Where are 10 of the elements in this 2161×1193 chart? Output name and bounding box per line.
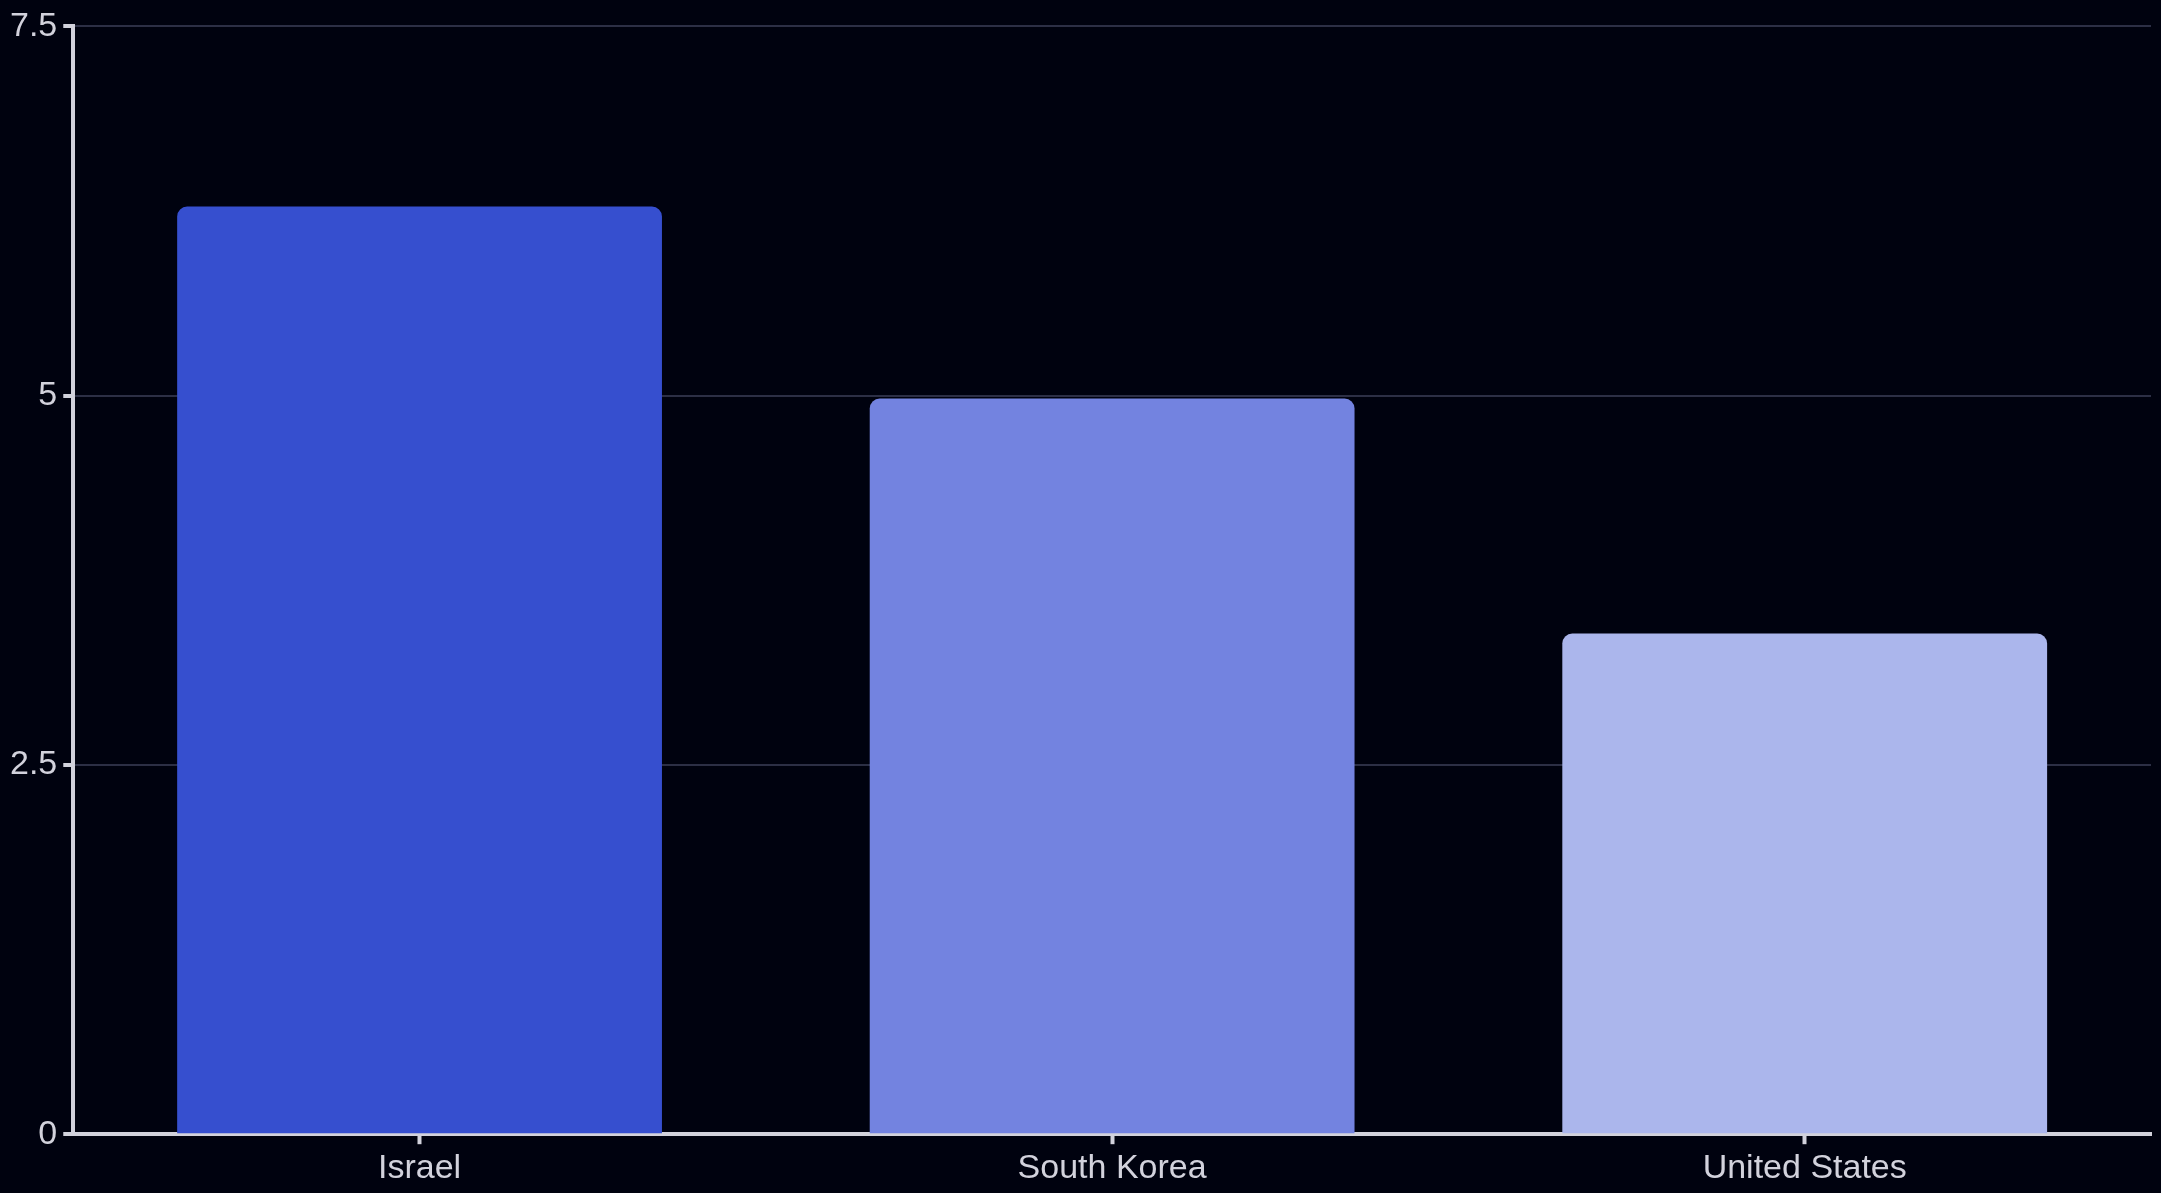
y-tick-label: 2.5 <box>10 743 58 782</box>
y-tick-label: 7.5 <box>10 4 58 43</box>
x-tick-label: South Korea <box>1017 1146 1207 1185</box>
y-tick-label: 5 <box>38 374 58 413</box>
bar <box>869 398 1355 1134</box>
bar <box>177 206 662 1134</box>
y-tick-label: 0 <box>38 1112 58 1151</box>
bar <box>1562 633 2048 1134</box>
x-tick-label: United States <box>1702 1146 1907 1185</box>
x-tick-label: Israel <box>377 1146 462 1185</box>
